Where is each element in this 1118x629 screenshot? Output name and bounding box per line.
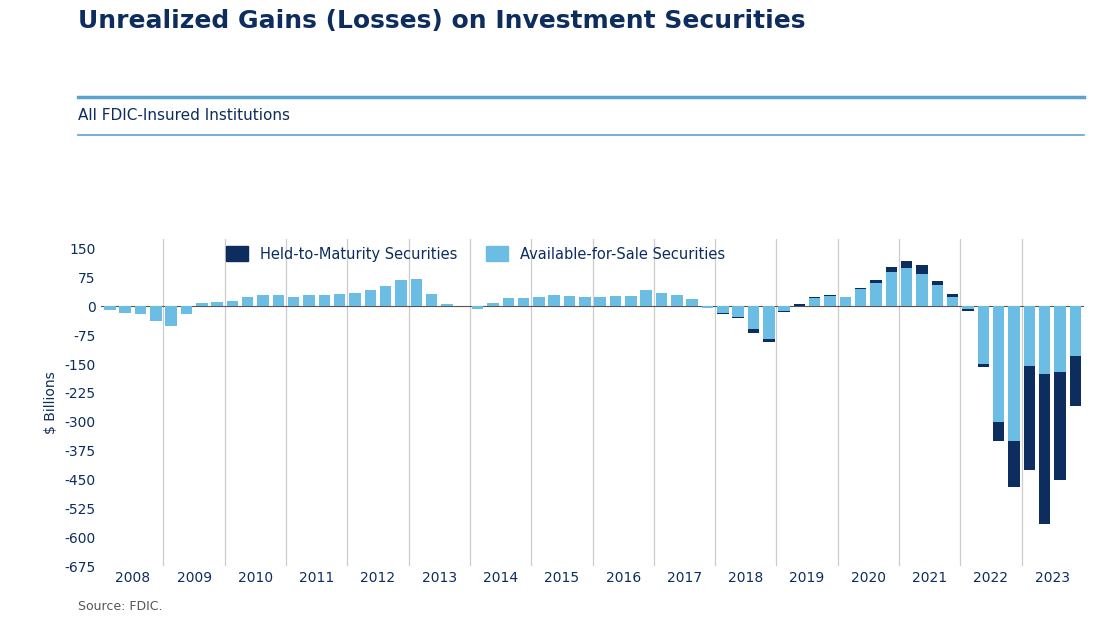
Bar (533, 297, 544, 306)
Bar (273, 295, 284, 306)
Bar (717, 306, 729, 313)
Bar (717, 313, 729, 314)
Bar (656, 293, 667, 306)
Bar (609, 296, 622, 306)
Bar (380, 286, 391, 306)
Bar (702, 306, 713, 308)
Bar (334, 294, 345, 306)
Bar (870, 280, 882, 283)
Bar (1039, 306, 1051, 374)
Bar (1024, 306, 1035, 366)
Bar (563, 296, 576, 306)
Bar (196, 303, 208, 306)
Bar (977, 364, 989, 367)
Text: All FDIC-Insured Institutions: All FDIC-Insured Institutions (78, 108, 291, 123)
Bar (824, 295, 836, 296)
Bar (901, 268, 912, 306)
Bar (931, 281, 944, 285)
Bar (487, 303, 499, 306)
Bar (303, 295, 315, 306)
Bar (732, 306, 743, 317)
Bar (963, 309, 974, 311)
Bar (855, 288, 866, 289)
Bar (809, 297, 821, 306)
Bar (104, 306, 115, 310)
Bar (778, 306, 789, 311)
Bar (794, 304, 805, 306)
Bar (426, 294, 437, 306)
Bar (993, 306, 1004, 422)
Bar (840, 297, 851, 306)
Bar (762, 306, 775, 339)
Bar (794, 304, 805, 306)
Bar (917, 265, 928, 274)
Bar (1070, 357, 1081, 406)
Bar (671, 295, 683, 306)
Bar (134, 306, 146, 314)
Bar (410, 279, 423, 306)
Bar (396, 280, 407, 306)
Bar (257, 295, 268, 306)
Bar (748, 330, 759, 333)
Bar (211, 302, 222, 306)
Bar (963, 306, 974, 309)
Bar (181, 306, 192, 314)
Bar (120, 306, 131, 313)
Bar (1054, 372, 1065, 479)
Bar (732, 317, 743, 318)
Bar (472, 306, 483, 309)
Bar (1008, 441, 1020, 487)
Bar (824, 295, 836, 306)
Bar (241, 297, 254, 306)
Bar (502, 298, 514, 306)
Bar (901, 261, 912, 268)
Bar (288, 297, 300, 306)
Bar (885, 272, 897, 306)
Bar (518, 298, 529, 306)
Bar (885, 267, 897, 272)
Bar (917, 274, 928, 306)
Bar (993, 422, 1004, 441)
Bar (364, 290, 376, 306)
Bar (1008, 306, 1020, 441)
Bar (579, 297, 590, 306)
Y-axis label: $ Billions: $ Billions (44, 371, 57, 434)
Bar (686, 299, 698, 306)
Bar (165, 306, 177, 326)
Bar (762, 339, 775, 342)
Bar (809, 297, 821, 298)
Bar (349, 293, 361, 306)
Bar (1024, 366, 1035, 470)
Bar (1070, 306, 1081, 357)
Bar (595, 297, 606, 306)
Bar (442, 304, 453, 306)
Bar (1039, 374, 1051, 524)
Text: Source: FDIC.: Source: FDIC. (78, 600, 163, 613)
Bar (625, 296, 636, 306)
Bar (947, 294, 958, 297)
Bar (870, 283, 882, 306)
Bar (977, 306, 989, 364)
Bar (931, 285, 944, 306)
Bar (1054, 306, 1065, 372)
Bar (748, 306, 759, 330)
Bar (227, 301, 238, 306)
Bar (641, 290, 652, 306)
Bar (855, 289, 866, 306)
Bar (319, 295, 330, 306)
Legend: Held-to-Maturity Securities, Available-for-Sale Securities: Held-to-Maturity Securities, Available-f… (226, 247, 724, 262)
Bar (778, 311, 789, 312)
Bar (947, 297, 958, 306)
Bar (549, 295, 560, 306)
Bar (150, 306, 161, 321)
Text: Unrealized Gains (Losses) on Investment Securities: Unrealized Gains (Losses) on Investment … (78, 9, 806, 33)
